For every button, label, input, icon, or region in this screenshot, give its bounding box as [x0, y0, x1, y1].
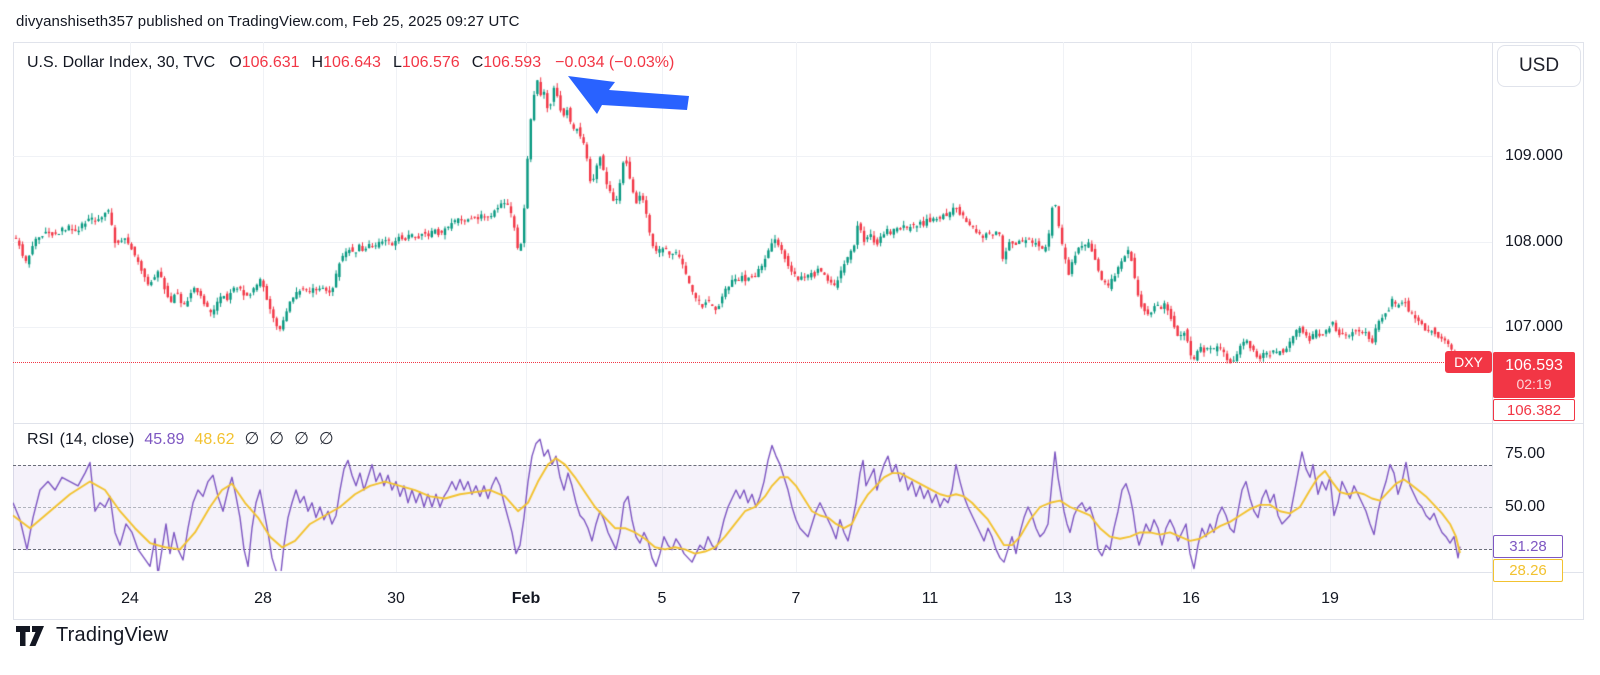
currency-toggle-usd[interactable]: USD	[1497, 45, 1581, 87]
rsi-no-data-marker: ∅	[244, 429, 260, 448]
price-legend: U.S. Dollar Index, 30, TVC O106.631 H106…	[27, 54, 674, 72]
rsi-ma-value-box: 28.26	[1493, 559, 1563, 582]
time-axis-label: 11	[921, 590, 939, 607]
time-axis-label: 28	[254, 590, 272, 607]
rsi-legend: RSI (14, close) 45.89 48.62 ∅ ∅ ∅ ∅	[27, 429, 334, 449]
time-axis-label: 24	[121, 590, 139, 607]
price-axis-label: 109.000	[1505, 147, 1563, 164]
rsi-no-data-marker: ∅	[269, 429, 285, 448]
rsi-current-value: 45.89	[144, 431, 185, 448]
rsi-title[interactable]: RSI (14, close)	[27, 431, 135, 448]
symbol-price-badge: DXY	[1445, 351, 1492, 373]
high-value: H106.643	[311, 54, 381, 71]
time-axis-label: 19	[1321, 590, 1339, 607]
rsi-axis-label: 75.00	[1505, 445, 1546, 462]
time-axis-label: 5	[657, 590, 667, 607]
last-price-value: 106.593	[1505, 357, 1563, 375]
rsi-no-data-marker: ∅	[318, 429, 334, 448]
time-axis-label: Feb	[511, 590, 541, 607]
session-low-box: 106.382	[1493, 399, 1575, 421]
price-axis-label: 107.000	[1505, 318, 1563, 335]
time-axis-label: 7	[791, 590, 801, 607]
symbol-title[interactable]: U.S. Dollar Index, 30, TVC	[27, 54, 216, 71]
tradingview-logo-text: TradingView	[56, 624, 169, 646]
time-axis-label: 13	[1054, 590, 1072, 607]
tradingview-logo[interactable]: TradingView	[16, 624, 168, 647]
rsi-no-data-marker: ∅	[294, 429, 309, 448]
rsi-no-data-markers: ∅ ∅ ∅ ∅	[244, 429, 333, 449]
time-axis-label: 16	[1182, 590, 1200, 607]
rsi-ma-current-value: 48.62	[194, 431, 235, 448]
rsi-axis-label: 50.00	[1505, 498, 1546, 515]
bar-countdown: 02:19	[1516, 376, 1552, 393]
blue-arrow-annotation[interactable]	[558, 66, 698, 122]
last-price-box: 106.593 02:19	[1493, 352, 1575, 398]
ohlc-values: O106.631 H106.643 L106.576 C106.593	[229, 54, 541, 72]
time-axis-label: 30	[387, 590, 405, 607]
rsi-value-box: 31.28	[1493, 535, 1563, 558]
change-value: −0.034 (−0.03%)	[555, 54, 675, 71]
low-value: L106.576	[392, 54, 460, 71]
open-value: O106.631	[229, 54, 300, 71]
arrow-shape	[568, 76, 689, 114]
tradingview-logo-icon	[16, 625, 44, 646]
price-axis-label: 108.000	[1505, 233, 1563, 250]
close-value: C106.593	[471, 54, 542, 71]
